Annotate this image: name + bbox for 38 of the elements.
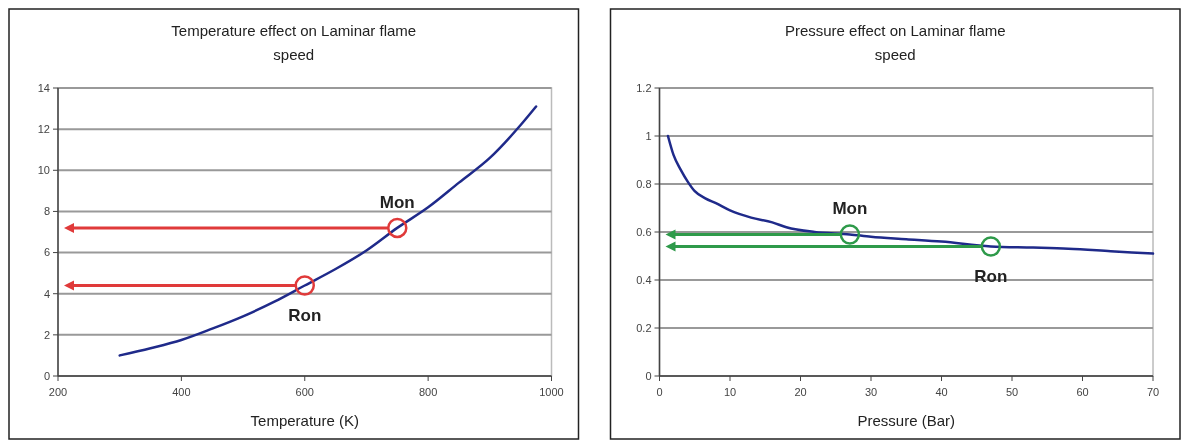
- x-axis-title: Temperature (K): [250, 412, 359, 429]
- x-tick-label: 1000: [539, 386, 564, 398]
- y-tick-label: 2: [43, 328, 50, 341]
- y-tick-label: 0.8: [636, 177, 652, 190]
- x-tick-label: 0: [656, 386, 663, 398]
- y-tick-label: 0.4: [636, 273, 652, 286]
- annotation: Mon: [832, 199, 868, 219]
- y-tick-label: 12: [37, 122, 50, 135]
- x-tick-label: 200: [48, 386, 68, 398]
- chart-title: Temperature effect on Laminar flame speed: [171, 22, 417, 63]
- x-tick-label: 40: [935, 386, 948, 398]
- y-tick-label: 1.2: [636, 81, 652, 94]
- x-tick-label: 60: [1076, 386, 1089, 398]
- line-series: [118, 105, 538, 357]
- x-tick-label: 600: [295, 386, 314, 398]
- y-tick-label: 4: [43, 287, 50, 300]
- x-tick-label: 70: [1146, 386, 1160, 398]
- x-tick-label: 50: [1005, 386, 1019, 398]
- annotation: Ron: [974, 267, 1008, 287]
- x-tick-label: 30: [864, 386, 878, 398]
- x-axis-title: Pressure (Bar): [857, 412, 956, 429]
- line-series: [666, 134, 1155, 255]
- x-tick-label: 10: [723, 386, 737, 398]
- y-tick-label: 8: [43, 205, 50, 218]
- y-tick-label: 0: [43, 369, 50, 382]
- y-tick-label: 10: [37, 164, 50, 177]
- y-tick-label: 0.6: [636, 225, 652, 238]
- y-tick-label: 1: [645, 129, 652, 142]
- x-tick-label: 20: [794, 386, 807, 398]
- x-tick-label: 400: [172, 386, 191, 398]
- annotation: Ron: [288, 306, 322, 326]
- y-tick-label: 14: [37, 81, 50, 94]
- y-tick-label: 6: [43, 246, 50, 259]
- annotation: Mon: [379, 192, 415, 212]
- x-tick-label: 800: [418, 386, 438, 398]
- y-tick-label: 0.2: [636, 321, 652, 334]
- y-tick-label: 0: [645, 369, 652, 382]
- chart-title: Pressure effect on Laminar flame speed: [784, 22, 1006, 63]
